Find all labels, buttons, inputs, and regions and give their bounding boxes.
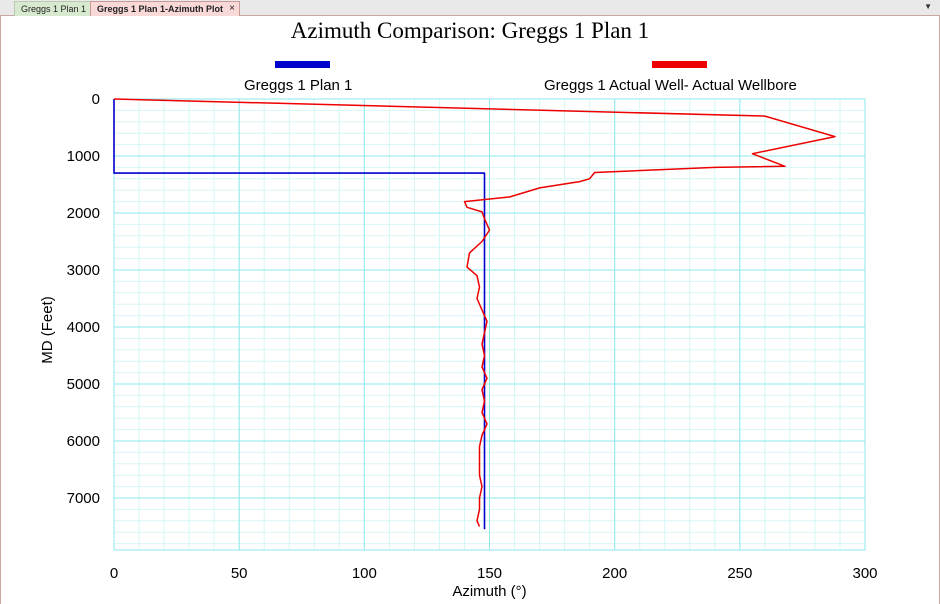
legend-swatch-actual <box>652 61 707 68</box>
y-tick-label: 5000 <box>67 376 100 393</box>
y-tick-label: 2000 <box>67 205 100 222</box>
x-tick-label: 300 <box>852 565 877 582</box>
chart-title: Azimuth Comparison: Greggs 1 Plan 1 <box>290 18 650 43</box>
plot-area-border <box>113 98 866 551</box>
dropdown-arrow-icon[interactable]: ▼ <box>924 2 932 11</box>
x-tick-label: 100 <box>352 565 377 582</box>
y-axis-title: MD (Feet) <box>39 296 56 364</box>
tab-bar: Greggs 1 Plan 1 Greggs 1 Plan 1-Azimuth … <box>0 0 940 16</box>
legend-swatch-plan <box>275 61 330 68</box>
x-tick-label: 200 <box>602 565 627 582</box>
legend-label-actual: Greggs 1 Actual Well- Actual Wellbore <box>544 77 797 94</box>
legend-label-plan: Greggs 1 Plan 1 <box>244 77 353 94</box>
tab-azimuth-plot[interactable]: Greggs 1 Plan 1-Azimuth Plot × <box>90 1 240 16</box>
series-line-plan <box>113 99 486 530</box>
y-tick-label: 1000 <box>67 148 100 165</box>
x-axis-title: Azimuth (°) <box>452 583 526 600</box>
y-tick-label: 7000 <box>67 490 100 507</box>
series-line-actual <box>113 98 836 527</box>
x-tick-label: 250 <box>727 565 752 582</box>
close-icon[interactable]: × <box>229 3 235 14</box>
y-tick-label: 0 <box>92 91 100 108</box>
tab-label: Greggs 1 Plan 1 <box>21 4 87 14</box>
y-tick-label: 4000 <box>67 319 100 336</box>
y-tick-label: 6000 <box>67 433 100 450</box>
tab-label: Greggs 1 Plan 1-Azimuth Plot <box>97 4 224 14</box>
x-tick-label: 0 <box>110 565 118 582</box>
x-tick-label: 50 <box>231 565 248 582</box>
x-tick-label: 150 <box>477 565 502 582</box>
y-tick-label: 3000 <box>67 262 100 279</box>
